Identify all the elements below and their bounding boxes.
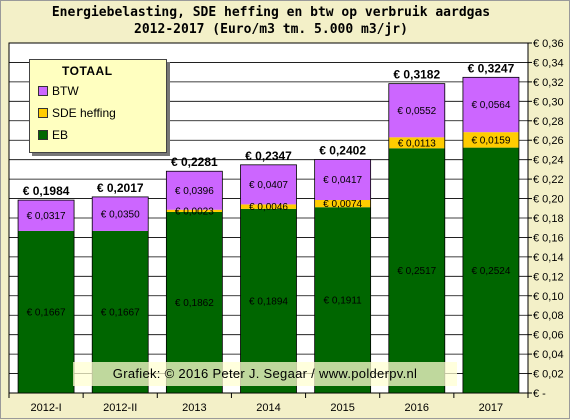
bar-segment-eb bbox=[388, 148, 445, 393]
x-tick-label: 2016 bbox=[405, 402, 429, 414]
data-label: € 0,2517 bbox=[397, 266, 436, 277]
y-tick-label: € 0,26 bbox=[533, 135, 564, 147]
chart-title-line1: Energiebelasting, SDE heffing en btw op … bbox=[51, 5, 491, 20]
y-tick-label: € 0,34 bbox=[533, 57, 564, 69]
data-label: € 0,0113 bbox=[398, 138, 437, 149]
data-label: € 0,1862 bbox=[175, 298, 214, 309]
legend-label-eb: EB bbox=[52, 128, 69, 142]
bar-segment-btw bbox=[92, 196, 149, 231]
data-label: € 0,0317 bbox=[27, 211, 66, 222]
chart-title-line2: 2012-2017 (Euro/m3 tm. 5.000 m3/jr) bbox=[134, 22, 408, 37]
total-label: € 0,1984 bbox=[23, 184, 70, 198]
data-label: € 0,0350 bbox=[101, 209, 140, 220]
data-label: € 0,1667 bbox=[27, 307, 66, 318]
bar-segment-sde-heffing bbox=[240, 204, 297, 209]
data-label: € 0,0564 bbox=[471, 100, 510, 111]
y-tick-label: € 0,28 bbox=[533, 116, 564, 128]
y-tick-label: € 0,32 bbox=[533, 77, 564, 89]
legend-swatch-btw bbox=[38, 86, 48, 96]
legend-title: TOTAAL bbox=[62, 64, 113, 78]
total-label: € 0,2281 bbox=[171, 155, 218, 169]
bar-outline bbox=[388, 83, 446, 394]
total-label: € 0,3247 bbox=[468, 61, 515, 75]
y-tick-label: € 0,30 bbox=[533, 96, 564, 108]
y-tick-label: € 0,18 bbox=[533, 213, 564, 225]
bar-segment-btw bbox=[166, 171, 223, 210]
legend: TOTAAL BTW SDE heffing EB bbox=[29, 59, 167, 153]
total-label: € 0,3182 bbox=[393, 68, 440, 82]
y-tick-label: € 0,12 bbox=[533, 271, 564, 283]
legend-item-eb: EB bbox=[38, 128, 68, 142]
bar-outline bbox=[314, 159, 372, 394]
legend-label-btw: BTW bbox=[52, 84, 79, 98]
legend-swatch-eb bbox=[38, 130, 48, 140]
data-label: € 0,0396 bbox=[175, 186, 214, 197]
bar-outline bbox=[17, 199, 75, 394]
y-tick-label: € 0,22 bbox=[533, 174, 564, 186]
data-label: € 0,1667 bbox=[101, 307, 140, 318]
x-tick-label: 2012-I bbox=[30, 402, 61, 414]
y-tick-label: € 0,14 bbox=[533, 252, 564, 264]
bar-segment-eb bbox=[18, 230, 75, 393]
data-label: € 0,1911 bbox=[324, 296, 363, 307]
total-label: € 0,2347 bbox=[245, 149, 292, 163]
bar-segment-eb bbox=[462, 147, 519, 393]
bar-segment-sde-heffing bbox=[462, 132, 519, 148]
bar-segment-btw bbox=[314, 159, 371, 201]
data-label: € 0,0552 bbox=[397, 106, 436, 117]
x-tick-label: 2013 bbox=[182, 402, 206, 414]
bar-outline bbox=[240, 164, 297, 394]
total-label: € 0,2017 bbox=[97, 181, 144, 195]
bar-segment-sde-heffing bbox=[388, 137, 445, 149]
bar-segment-btw bbox=[240, 164, 297, 205]
legend-swatch-sde bbox=[38, 108, 48, 118]
y-tick-label: € 0,10 bbox=[533, 291, 564, 303]
bar-outline bbox=[91, 196, 149, 394]
data-label: € 0,2524 bbox=[471, 266, 510, 277]
bar-segment-btw bbox=[18, 200, 75, 231]
bar-segment-sde-heffing bbox=[166, 209, 223, 212]
y-tick-label: € 0,20 bbox=[533, 194, 564, 206]
data-label: € 0,1894 bbox=[249, 296, 288, 307]
data-label: € 0,0074 bbox=[323, 199, 362, 210]
data-label: € 0,0023 bbox=[175, 206, 214, 217]
data-label: € 0,0159 bbox=[471, 135, 510, 146]
y-tick-label: € 0,02 bbox=[533, 369, 564, 381]
y-tick-label: € 0,06 bbox=[533, 330, 564, 342]
y-tick-label: € - bbox=[533, 388, 546, 400]
x-tick-label: 2017 bbox=[479, 402, 503, 414]
data-label: € 0,0046 bbox=[249, 202, 288, 213]
bar-segment-btw bbox=[388, 83, 445, 138]
total-label: € 0,2402 bbox=[319, 143, 366, 157]
bar-segment-btw bbox=[462, 77, 519, 133]
bar-outline bbox=[462, 76, 520, 394]
legend-label-sde: SDE heffing bbox=[52, 106, 116, 120]
y-tick-label: € 0,08 bbox=[533, 310, 564, 322]
legend-item-sde: SDE heffing bbox=[38, 106, 116, 120]
data-label: € 0,0407 bbox=[249, 180, 288, 191]
bar-segment-sde-heffing bbox=[314, 200, 371, 208]
y-tick-label: € 0,36 bbox=[533, 38, 564, 50]
x-tick-label: 2014 bbox=[256, 402, 280, 414]
y-tick-label: € 0,16 bbox=[533, 232, 564, 244]
y-tick-label: € 0,04 bbox=[533, 349, 564, 361]
legend-item-btw: BTW bbox=[38, 84, 79, 98]
data-label: € 0,0417 bbox=[323, 175, 362, 186]
credit-text: Grafiek: © 2016 Peter J. Segaar / www.po… bbox=[73, 362, 457, 386]
x-tick-label: 2015 bbox=[330, 402, 354, 414]
y-tick-label: € 0,24 bbox=[533, 155, 564, 167]
x-tick-label: 2012-II bbox=[103, 402, 137, 414]
bar-outline bbox=[165, 170, 223, 394]
